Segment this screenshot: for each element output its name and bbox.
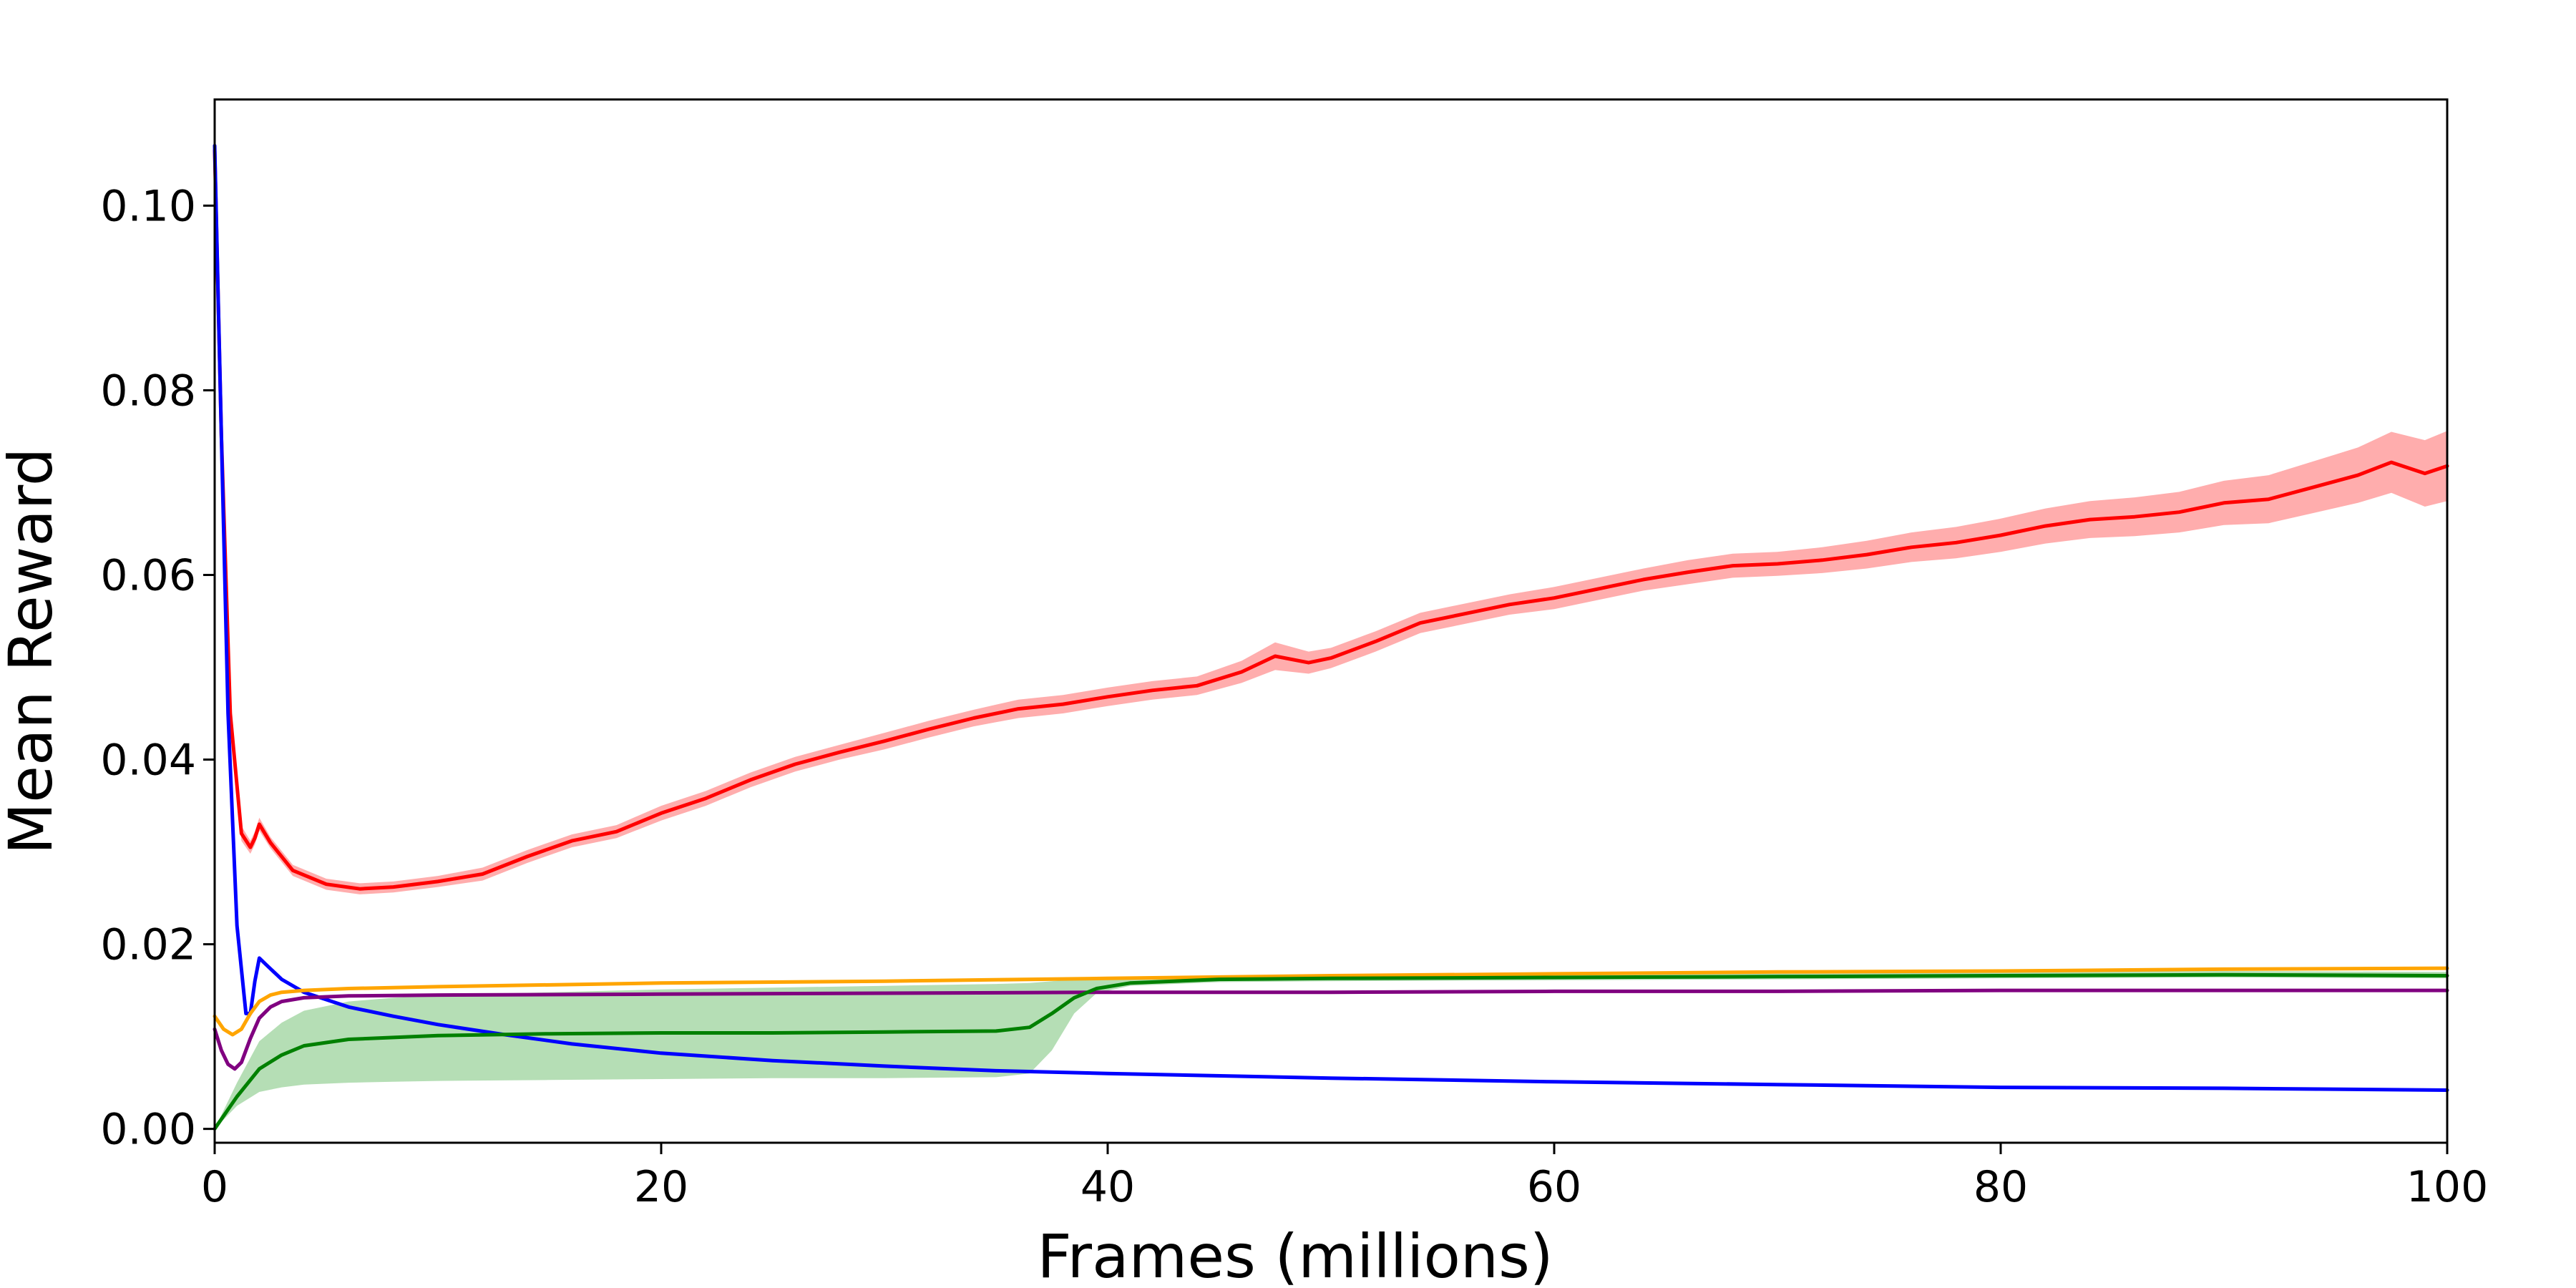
band-series-4 — [215, 971, 2447, 1129]
y-tick-label: 0.04 — [100, 736, 196, 786]
line-series-1 — [213, 144, 2449, 1092]
line-series-0 — [213, 148, 2449, 891]
band-series-0 — [215, 136, 2447, 894]
line-series-4 — [213, 972, 2449, 1131]
y-axis-ticks: 0.00 0.02 0.04 0.06 0.08 0.10 — [100, 181, 215, 1155]
x-tick-label: 60 — [1527, 1162, 1581, 1212]
plot-frame — [213, 98, 2449, 1144]
x-tick-label: 20 — [634, 1162, 688, 1212]
y-tick-label: 0.02 — [100, 920, 196, 970]
x-axis-label: Frames (millions) — [1037, 1221, 1553, 1288]
series-lines — [213, 144, 2449, 1131]
y-tick-label: 0.08 — [100, 366, 196, 416]
x-tick-label: 100 — [2406, 1162, 2489, 1212]
x-tick-label: 0 — [201, 1162, 228, 1212]
line-series-2 — [213, 966, 2449, 1037]
confidence-bands — [215, 136, 2447, 1129]
x-axis-ticks: 0 20 40 60 80 100 — [201, 1143, 2488, 1212]
y-axis-label: Mean Reward — [0, 448, 66, 854]
line-series-3 — [213, 988, 2449, 1071]
y-tick-label: 0.10 — [100, 181, 196, 231]
x-tick-label: 40 — [1080, 1162, 1135, 1212]
y-tick-label: 0.06 — [100, 550, 196, 600]
x-tick-label: 80 — [1974, 1162, 2028, 1212]
y-tick-label: 0.00 — [100, 1105, 196, 1155]
